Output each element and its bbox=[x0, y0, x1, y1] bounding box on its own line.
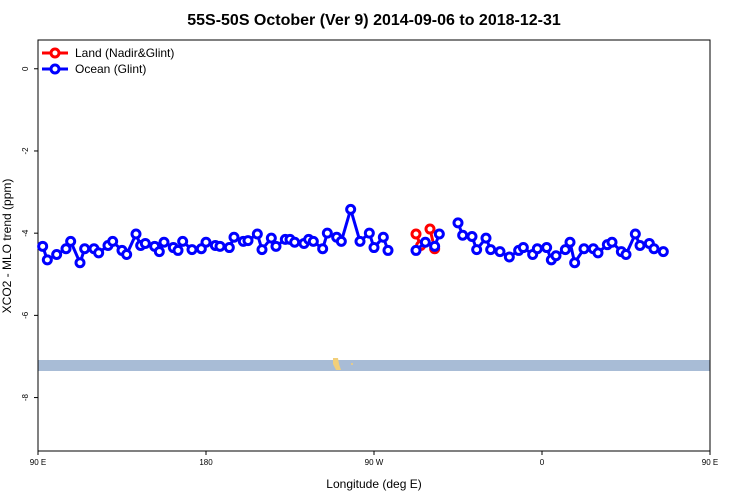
ocean-series-point bbox=[37, 240, 49, 252]
chart-title: 55S-50S October (Ver 9) 2014-09-06 to 20… bbox=[187, 12, 561, 29]
land-series-point bbox=[410, 228, 422, 240]
legend: Land (Nadir&Glint) Ocean (Glint) bbox=[42, 46, 174, 76]
ocean-series-point bbox=[51, 249, 63, 261]
legend-label-land: Land (Nadir&Glint) bbox=[75, 46, 174, 60]
ocean-series-point bbox=[130, 228, 142, 240]
ocean-series-point bbox=[564, 236, 576, 248]
x-tick-label: 180 bbox=[199, 458, 213, 467]
ocean-series-point bbox=[363, 227, 375, 239]
ocean-series-point bbox=[550, 250, 562, 262]
legend-label-ocean: Ocean (Glint) bbox=[75, 62, 146, 76]
ocean-series-point bbox=[121, 249, 133, 261]
map-land-fragments bbox=[333, 358, 353, 370]
ocean-series-point bbox=[382, 244, 394, 256]
y-tick-label: 0 bbox=[21, 66, 30, 71]
ocean-series-point bbox=[410, 244, 422, 256]
ocean-series-point bbox=[578, 243, 590, 255]
x-tick-label: 90 W bbox=[365, 458, 384, 467]
x-tick-label: 90 E bbox=[30, 458, 46, 467]
ocean-series-point bbox=[321, 227, 333, 239]
ocean-series-point bbox=[485, 244, 497, 256]
ocean-series-point bbox=[139, 237, 151, 249]
ocean-series-point bbox=[65, 235, 77, 247]
ocean-series-point bbox=[606, 236, 618, 248]
y-tick-label: -2 bbox=[21, 147, 30, 155]
y-axis-ticks: 0 -2 -4 -6 -8 bbox=[21, 66, 38, 401]
ocean-series-point bbox=[289, 236, 301, 248]
ocean-series-point bbox=[471, 244, 483, 256]
ocean-series-point bbox=[433, 228, 445, 240]
ocean-series-point bbox=[657, 246, 669, 258]
x-axis-label: Longitude (deg E) bbox=[326, 477, 421, 491]
ocean-series-point bbox=[256, 244, 268, 256]
legend-marker-ocean bbox=[49, 63, 61, 75]
y-tick-label: -6 bbox=[21, 311, 30, 319]
ocean-series-point bbox=[186, 244, 198, 256]
ocean-series-point bbox=[457, 229, 469, 241]
x-axis-ticks: 90 E 180 90 W 0 90 E bbox=[30, 451, 718, 467]
ocean-series-point bbox=[214, 240, 226, 252]
ocean-series-point bbox=[228, 231, 240, 243]
ocean-series-point bbox=[634, 240, 646, 251]
ocean-series-point bbox=[494, 246, 506, 258]
ocean-series-point bbox=[223, 242, 235, 254]
legend-marker-land bbox=[49, 47, 61, 59]
ocean-series-point bbox=[480, 232, 492, 244]
y-axis-label: XCO2 - MLO trend (ppm) bbox=[0, 179, 14, 314]
ocean-series-point bbox=[377, 231, 389, 243]
ocean-series-point bbox=[74, 257, 86, 269]
ocean-series-point bbox=[466, 230, 478, 242]
land-series-point bbox=[424, 223, 436, 235]
ocean-series-point bbox=[531, 243, 543, 255]
ocean-series-point bbox=[503, 251, 515, 263]
ocean-series-point bbox=[648, 243, 660, 255]
ocean-series-point bbox=[153, 246, 165, 258]
ocean-series-point bbox=[270, 240, 282, 252]
map-band bbox=[38, 360, 710, 371]
ocean-series-point bbox=[200, 236, 212, 248]
ocean-series-point bbox=[452, 217, 464, 229]
ocean-series-point bbox=[620, 249, 632, 261]
x-tick-label: 0 bbox=[540, 458, 545, 467]
ocean-series-point bbox=[41, 254, 53, 266]
ocean-series-point bbox=[172, 244, 184, 256]
series-layer bbox=[37, 203, 669, 269]
ocean-series-point bbox=[429, 240, 441, 252]
ocean-series-point bbox=[177, 235, 189, 247]
ocean-series-point bbox=[242, 235, 254, 247]
ocean-series-point bbox=[307, 235, 319, 247]
ocean-series-point bbox=[592, 247, 604, 259]
ocean-series-point bbox=[335, 235, 347, 247]
ocean-series-point bbox=[345, 203, 357, 215]
ocean-series-point bbox=[517, 242, 529, 254]
y-tick-label: -4 bbox=[21, 229, 30, 237]
ocean-series-point bbox=[251, 228, 263, 240]
ocean-series-point bbox=[569, 257, 581, 269]
ocean-series-point bbox=[317, 243, 329, 255]
ocean-series-point bbox=[354, 235, 366, 247]
ocean-series-point bbox=[419, 236, 431, 248]
ocean-series-point bbox=[559, 244, 571, 256]
y-tick-label: -8 bbox=[21, 393, 30, 401]
ocean-series-point bbox=[107, 235, 119, 247]
ocean-series-point bbox=[541, 242, 553, 254]
ocean-series-point bbox=[60, 243, 72, 255]
ocean-series-point bbox=[629, 228, 641, 240]
ocean-series-point bbox=[265, 232, 277, 244]
ocean-series-point bbox=[158, 236, 170, 248]
ocean-series-point bbox=[368, 242, 380, 254]
x-tick-label: 90 E bbox=[702, 458, 718, 467]
ocean-series-point bbox=[93, 247, 105, 259]
ocean-series-point bbox=[79, 243, 91, 255]
